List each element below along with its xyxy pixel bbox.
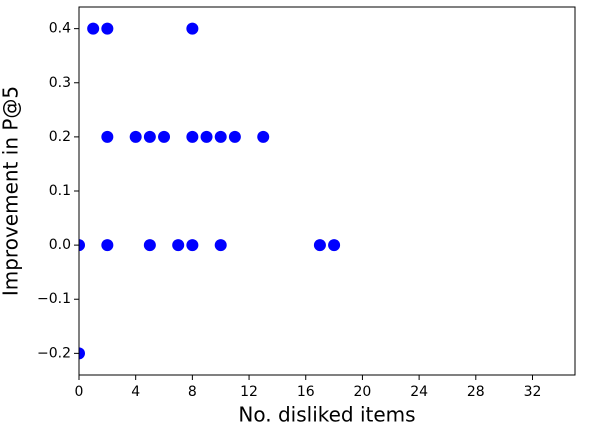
point	[143, 130, 156, 143]
x-tick-label: 24	[410, 384, 428, 400]
point	[172, 239, 185, 252]
y-axis-label: Improvement in P@5	[0, 86, 23, 296]
point	[313, 239, 326, 252]
x-tick-label: 4	[131, 384, 140, 400]
x-tick-label: 12	[240, 384, 258, 400]
point	[186, 239, 199, 252]
x-axis-label: No. disliked items	[238, 403, 415, 427]
y-tick-label: 0.3	[49, 75, 71, 91]
point	[79, 347, 85, 360]
x-tick-label: 32	[524, 384, 542, 400]
y-tick-label: −0.2	[37, 345, 71, 361]
y-tick-label: 0.2	[49, 129, 71, 145]
point	[143, 239, 156, 252]
point	[214, 239, 227, 252]
point	[228, 130, 241, 143]
point	[87, 22, 100, 35]
plot-area	[79, 22, 341, 360]
point	[129, 130, 142, 143]
point	[158, 130, 171, 143]
point	[214, 130, 227, 143]
point	[200, 130, 213, 143]
point	[101, 239, 114, 252]
point	[101, 130, 114, 143]
point	[101, 22, 114, 35]
y-tick-label: 0.1	[49, 183, 71, 199]
y-tick-label: 0.4	[49, 21, 71, 37]
x-tick-label: 20	[354, 384, 372, 400]
x-tick-label: 0	[75, 384, 84, 400]
point	[257, 130, 270, 143]
y-tick-label: 0.0	[49, 237, 71, 253]
point	[328, 239, 341, 252]
point	[186, 130, 199, 143]
y-tick-label: −0.1	[37, 291, 71, 307]
x-tick-label: 28	[467, 384, 485, 400]
x-tick-label: 16	[297, 384, 315, 400]
point	[186, 22, 199, 35]
point	[79, 239, 85, 252]
plot-frame	[78, 6, 576, 376]
x-tick-label: 8	[188, 384, 197, 400]
